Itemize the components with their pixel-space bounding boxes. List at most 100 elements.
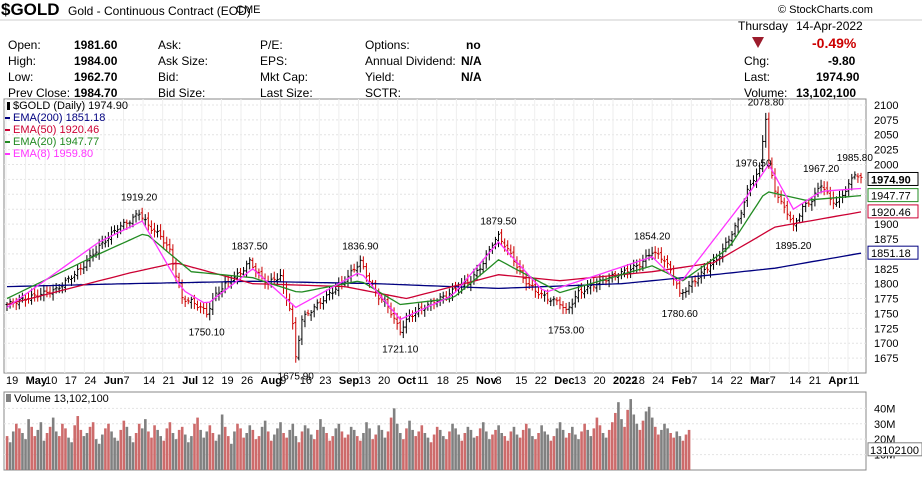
volume-bar: [319, 419, 322, 470]
volume-bar: [629, 399, 633, 470]
x-tick-label: 21: [163, 375, 175, 387]
volume-bar: [334, 428, 338, 470]
volume-bar: [297, 442, 301, 470]
volume-bar: [481, 422, 485, 470]
volume-bar: [73, 425, 76, 470]
volume-bar: [623, 426, 626, 470]
volume-bar: [408, 420, 411, 470]
volume-bar: [322, 426, 325, 470]
volume-bar: [306, 428, 310, 470]
volume-bar: [196, 417, 199, 470]
value-tag-label: 1851.18: [871, 248, 911, 260]
volume-bar: [266, 431, 270, 470]
volume-bar: [414, 436, 417, 470]
eps-label: EPS:: [260, 54, 288, 68]
x-tick-label: Aug: [261, 375, 282, 387]
value-tag: [867, 245, 919, 260]
y-tick-label: 2000: [874, 160, 898, 172]
price-annotation: 1919.20: [121, 193, 158, 204]
volume-bar: [248, 425, 252, 470]
volume-bar: [392, 408, 396, 470]
volume-bar: [282, 433, 285, 470]
volume-bar: [359, 440, 362, 470]
stockcharts-logo[interactable]: © StockCharts.com: [778, 4, 873, 16]
volume-bar: [33, 436, 37, 470]
volume-bar: [448, 431, 451, 470]
value-tag: [867, 204, 919, 219]
x-tick-label: 22: [535, 375, 547, 387]
price-annotation: 1837.50: [232, 241, 269, 252]
volume-tick-label: 30M: [874, 419, 895, 431]
volume-bar: [288, 429, 292, 470]
volume-bar: [574, 434, 577, 470]
volume-bar: [675, 431, 679, 470]
price-annotation: 1854.20: [634, 231, 671, 242]
yield-value: N/A: [461, 70, 482, 84]
volume-bar: [506, 440, 510, 470]
volume-bar: [223, 426, 227, 470]
volume-bar: [356, 436, 359, 470]
legend-entry: EMA(200) 1851.18: [13, 112, 105, 124]
volume-bar: [371, 439, 374, 470]
price-annotation: 1721.10: [382, 345, 419, 356]
volume-bar: [48, 426, 52, 470]
volume-bar: [475, 436, 479, 470]
volume-bar: [180, 426, 184, 470]
volume-bar: [70, 442, 73, 470]
ask-label: Ask:: [158, 38, 182, 52]
volume-bar: [577, 439, 580, 470]
pe-label: P/E:: [260, 38, 283, 52]
x-tick-label: 14: [789, 375, 801, 387]
volume-bar: [340, 431, 344, 470]
price-annotation: 1780.60: [662, 309, 699, 320]
x-tick-label: 9: [280, 375, 286, 387]
x-tick-label: 7: [691, 375, 697, 387]
volume-bar: [638, 429, 642, 470]
volume-bar: [365, 422, 368, 470]
volume-bar: [91, 422, 95, 470]
volume-bar: [460, 440, 464, 470]
volume-bar: [666, 428, 669, 470]
volume-bar: [494, 429, 497, 470]
volume-bar: [518, 437, 522, 470]
volume-bar: [395, 423, 399, 470]
symbol-title: $GOLD: [1, 0, 60, 19]
volume-bar: [617, 402, 620, 470]
volume-bar: [190, 436, 193, 470]
volume-bar: [589, 436, 593, 470]
sctr-label: SCTR:: [365, 86, 401, 100]
x-tick-label: 17: [65, 375, 77, 387]
x-tick-label: Oct: [398, 375, 417, 387]
x-tick-label: 2022: [613, 375, 637, 387]
volume-bar: [36, 429, 40, 470]
options-label: Options:: [365, 38, 410, 52]
y-tick-label: 1775: [874, 294, 898, 306]
volume-bar: [442, 436, 445, 470]
volume-bar: [113, 437, 116, 470]
volume-bar: [309, 434, 313, 470]
volume-bar: [300, 431, 304, 470]
volume-bar: [657, 434, 660, 470]
x-tick-label: 13: [574, 375, 586, 387]
x-tick-label: 12: [202, 375, 214, 387]
x-tick-label: 7: [770, 375, 776, 387]
volume-bar: [457, 434, 460, 470]
volume-bar: [684, 434, 688, 470]
prev-close-label: Prev Close:: [8, 86, 71, 100]
x-tick-label: 21: [809, 375, 821, 387]
last-size-label: Last Size:: [260, 86, 313, 100]
quote-day: Thursday: [738, 19, 789, 33]
volume-legend-icon: [6, 394, 11, 402]
volume-bar: [552, 436, 556, 470]
volume-bar: [162, 440, 166, 470]
volume-bar: [647, 406, 651, 470]
y-tick-label: 2075: [874, 115, 898, 127]
volume-bar: [595, 417, 599, 470]
volume-bar: [54, 431, 58, 470]
volume-bar: [531, 436, 534, 470]
volume-bar: [21, 433, 24, 470]
volume-bar: [644, 411, 648, 470]
volume-bar: [583, 423, 586, 470]
volume-bar: [454, 428, 457, 470]
volume-bar: [328, 440, 331, 470]
